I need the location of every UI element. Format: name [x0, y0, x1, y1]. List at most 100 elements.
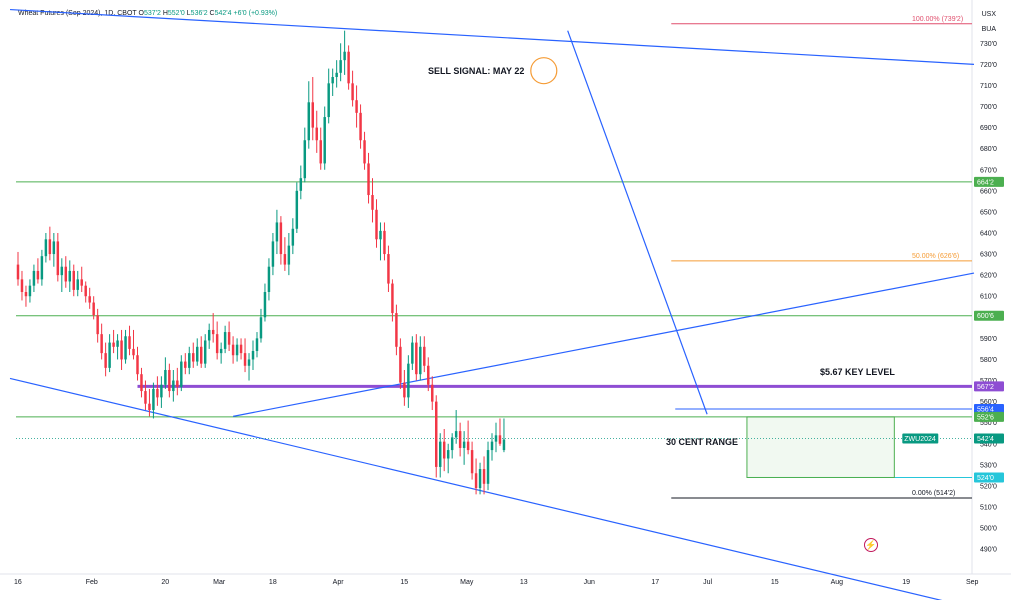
x-tick-label: May — [460, 579, 474, 586]
candle-body — [36, 270, 40, 280]
current-price-badge — [974, 433, 1004, 444]
candle-body — [64, 266, 68, 282]
y-tick-label: 510'0 — [980, 504, 997, 511]
candle-body — [323, 117, 326, 164]
y-tick-label: 540'0 — [980, 441, 997, 448]
candle-body — [160, 384, 163, 398]
level-badge — [974, 472, 1004, 483]
x-tick-label: Feb — [86, 579, 98, 586]
x-tick-label: Jun — [584, 579, 595, 586]
candle-body — [28, 285, 32, 297]
level-badge-label: 664'2 — [977, 179, 994, 186]
level-badge — [974, 403, 1004, 414]
candle-body — [199, 346, 203, 364]
close-value: 542'4 — [214, 10, 232, 17]
candle-body — [403, 382, 406, 398]
candle-body — [347, 51, 350, 84]
candle-body — [299, 178, 303, 191]
candle-body — [128, 336, 131, 349]
candle-body — [92, 302, 95, 316]
level-badge-label: 556'4 — [977, 406, 994, 413]
candle-body — [502, 439, 506, 451]
candle-body — [367, 163, 370, 196]
symbol-tag — [902, 433, 939, 444]
currency-label[interactable]: USX — [981, 11, 996, 18]
candle-body — [120, 340, 123, 360]
candle-body — [419, 346, 422, 375]
candle-body — [482, 469, 486, 484]
open-value: 537'2 — [143, 10, 161, 17]
candle-body — [490, 441, 494, 451]
candle-body — [295, 190, 299, 229]
y-tick-label: 500'0 — [980, 526, 997, 533]
x-tick-label: 16 — [14, 579, 22, 586]
candle-body — [168, 369, 171, 392]
open-label: O — [138, 10, 144, 17]
change-value: +6'0 (+0.93%) — [233, 10, 278, 17]
x-tick-label: Sep — [966, 579, 979, 586]
candle-body — [203, 340, 207, 364]
trend-line — [9, 8, 975, 65]
candle-body — [76, 279, 79, 290]
candle-body — [478, 469, 482, 489]
candle-body — [172, 380, 175, 392]
candle-body — [40, 256, 44, 280]
y-tick-label: 520'0 — [980, 483, 997, 490]
candle-body — [124, 336, 127, 360]
unit-label[interactable]: BUA — [981, 26, 996, 33]
candle-body — [383, 230, 386, 255]
candle-body — [431, 384, 434, 402]
current-price-label: 542'4 — [977, 436, 994, 443]
candle-body — [211, 329, 215, 335]
key-level-annotation: $5.67 KEY LEVEL — [820, 367, 895, 377]
candle-body — [152, 388, 155, 411]
candle-body — [438, 441, 442, 467]
candle-body — [231, 344, 235, 356]
candle-body — [68, 270, 72, 282]
trend-line — [232, 272, 975, 417]
y-tick-label: 730'0 — [980, 41, 997, 48]
level-badge-label: 552'6 — [977, 414, 994, 421]
candle-body — [494, 435, 498, 442]
candle-body — [375, 209, 378, 240]
candle-body — [192, 353, 195, 362]
x-tick-label: Aug — [831, 579, 844, 586]
candle-body — [239, 344, 243, 354]
candle-body — [415, 342, 418, 375]
candle-body — [243, 353, 247, 366]
candle-body — [24, 292, 28, 297]
candle-body — [466, 441, 470, 451]
y-tick-label: 660'0 — [980, 188, 997, 195]
candle-body — [363, 140, 366, 164]
range-box — [746, 416, 895, 478]
candle-body — [454, 431, 458, 438]
candle-body — [184, 361, 187, 368]
candle-body — [462, 441, 466, 448]
candle-body — [399, 346, 402, 383]
candle-body — [180, 361, 183, 387]
candle-body — [327, 83, 330, 118]
candle-body — [20, 279, 24, 292]
low-label: L — [186, 10, 191, 17]
range-annotation: 30 CENT RANGE — [666, 437, 738, 447]
candle-body — [498, 435, 502, 444]
candle-body — [371, 195, 374, 210]
candle-body — [427, 365, 430, 385]
candle-body — [235, 344, 239, 356]
y-tick-label: 620'0 — [980, 273, 997, 280]
candle-body — [435, 401, 438, 467]
candle-body — [80, 279, 83, 286]
candle-body — [60, 266, 64, 276]
x-tick-label: 13 — [520, 579, 528, 586]
y-tick-label: 690'0 — [980, 125, 997, 132]
candle-body — [144, 391, 147, 404]
candle-body — [84, 285, 87, 297]
candle-body — [219, 348, 223, 354]
y-tick-label: 550'0 — [980, 420, 997, 427]
high-label: H — [162, 10, 168, 17]
candle-body — [112, 342, 115, 347]
candle-body — [251, 351, 255, 360]
flash-icon[interactable]: ⚡ — [864, 538, 878, 552]
y-tick-label: 610'0 — [980, 294, 997, 301]
